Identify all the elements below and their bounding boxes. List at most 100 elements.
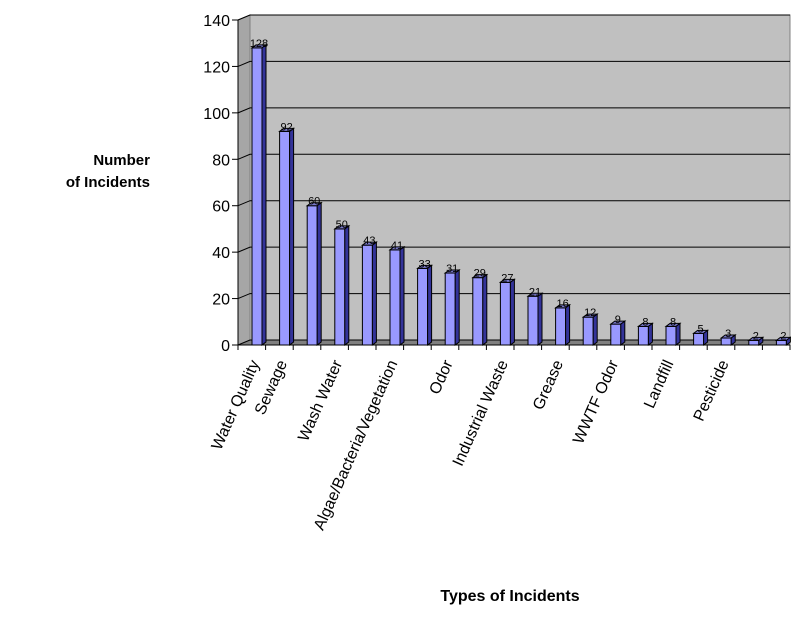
gridlines [237,14,790,346]
gridline [237,339,790,346]
bar-front [637,325,649,346]
gridline [237,246,790,253]
data-label: 41 [391,240,403,252]
x-tick-label: Pesticide [691,358,733,424]
bar-side [344,224,350,346]
y-tick-label: 140 [203,13,230,30]
bar-front [417,267,429,346]
y-tick-label: 120 [203,59,230,76]
y-axis: 0 20 40 60 80 100 120 140 [203,13,239,355]
bar-front [389,249,401,346]
bar [360,241,378,346]
bar-front [582,316,594,346]
bar-front [527,295,539,346]
gridline [237,153,790,160]
data-label: 128 [250,38,268,50]
bar [278,127,296,346]
x-axis-title: Types of Incidents [440,588,580,605]
bar [747,336,765,346]
data-label: 29 [474,268,486,280]
bar-front [361,244,373,346]
x-tick-label: WWTF Odor [570,357,622,447]
data-label: 12 [584,307,596,319]
bar [333,224,351,346]
bar [692,329,710,346]
bar-front [610,323,622,346]
y-axis-title: Number of Incidents [0,150,150,194]
bars: 128 92 60 50 43 41 33 31 29 27 21 16 12 9 8 8 5 3 2 2 [250,38,791,346]
gridline [237,293,790,300]
bar [443,269,461,346]
bar [554,303,572,346]
bar [498,278,516,346]
bar-front [499,281,511,346]
bar-front [279,130,291,346]
bar [636,322,654,346]
bar-side [730,334,736,346]
bar-side [675,322,681,346]
bar-front [555,307,567,346]
gridline [237,107,790,114]
bar [526,292,544,346]
bar [416,264,434,346]
bar-side [316,201,322,346]
bar-side [703,329,709,346]
bar-side [427,264,433,346]
bar [774,336,791,346]
data-label: 33 [418,258,430,270]
x-tick-label: Wash Water [295,357,346,444]
bar-front [251,47,263,346]
bar-side [758,336,764,346]
y-tick-label: 0 [221,338,230,355]
data-label: 27 [501,272,513,284]
bar [609,320,627,346]
x-tick-label: Odor [427,357,457,397]
bar-side [261,43,267,346]
y-tick-label: 60 [212,199,230,216]
bar-side [620,320,626,346]
x-tick-label: Landfill [641,358,677,411]
plot-side-wall [237,14,251,346]
bar-side [647,322,653,346]
data-label: 21 [529,286,541,298]
x-tick-label: Industrial Waste [450,358,512,469]
gridline [237,14,790,21]
data-label: 8 [670,316,676,328]
y-axis-title-line1: Number [93,152,150,169]
bar [471,273,489,346]
x-tick-label: Grease [530,358,567,413]
y-tick-label: 80 [212,152,230,169]
bar-front [334,228,346,346]
bar-front [444,272,456,346]
bar [250,43,268,346]
data-label: 8 [642,316,648,328]
bar-side [509,278,515,346]
bar-side [289,127,295,346]
bar [388,245,406,346]
bar-side [399,245,405,346]
gridline [237,200,790,207]
bar [581,313,599,346]
y-tick-label: 100 [203,106,230,123]
data-label: 31 [446,263,458,275]
data-label: 16 [556,298,568,310]
y-tick-label: 40 [212,245,230,262]
data-label: 43 [363,235,375,247]
data-label: 2 [780,330,786,342]
plot-back-wall [249,14,791,341]
data-label: 5 [698,323,704,335]
bar-side [565,303,571,346]
bar-side [454,269,460,346]
data-label: 50 [336,219,348,231]
bar-side [537,292,543,346]
data-label: 92 [280,121,292,133]
y-axis-title-line2: of Incidents [65,174,150,191]
bar-front [306,205,318,346]
data-label: 3 [725,328,731,340]
bar-side [482,273,488,346]
data-label: 60 [308,196,320,208]
bar-side [592,313,598,346]
data-label: 2 [753,330,759,342]
